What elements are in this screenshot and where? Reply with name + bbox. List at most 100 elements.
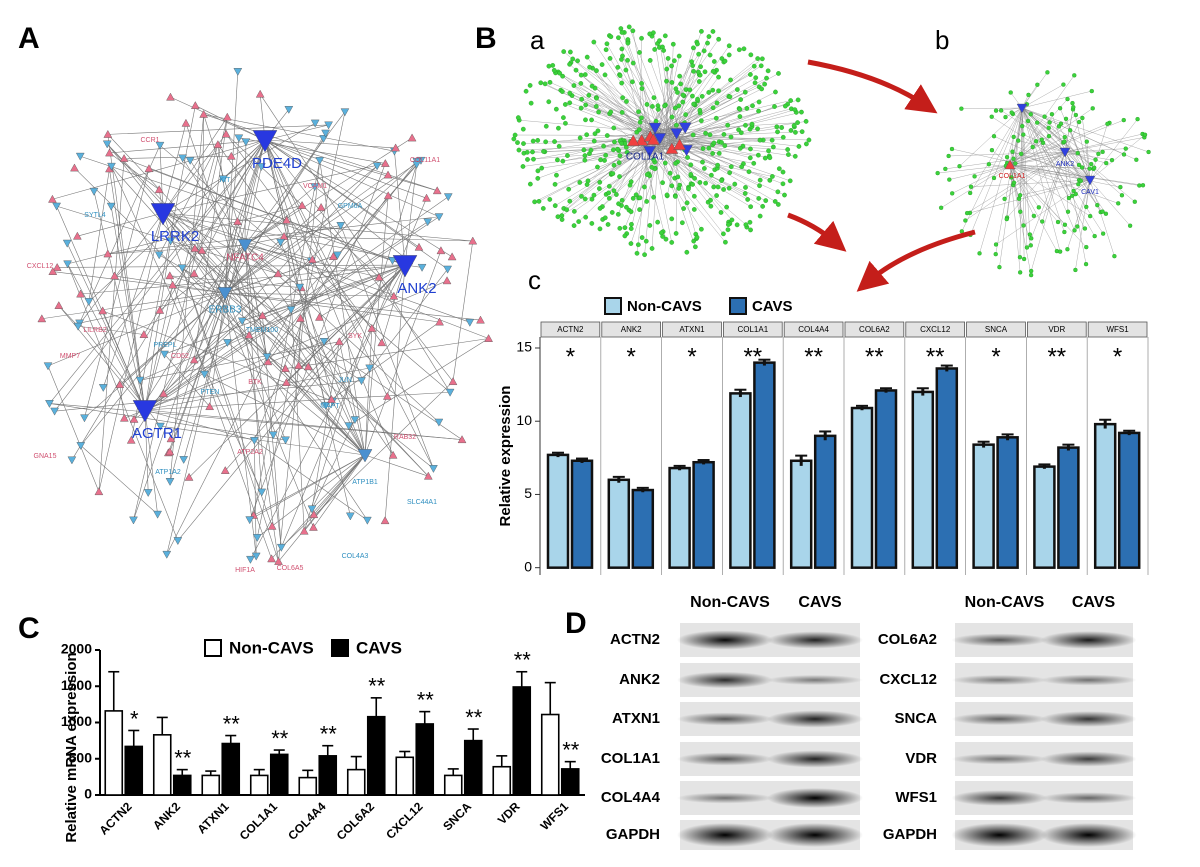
edge — [1075, 179, 1091, 270]
node — [578, 105, 584, 111]
panel-letter: C — [18, 612, 40, 645]
band — [951, 790, 1048, 806]
node — [328, 252, 338, 260]
node — [663, 236, 669, 242]
edge — [364, 454, 429, 477]
bar — [789, 459, 813, 569]
node — [660, 180, 665, 186]
edge — [677, 109, 795, 145]
node — [555, 214, 561, 220]
node — [737, 114, 743, 119]
node — [615, 212, 621, 217]
node — [547, 80, 553, 85]
node — [619, 140, 624, 146]
edge — [979, 107, 1023, 254]
node — [1004, 154, 1010, 160]
node — [647, 223, 653, 228]
node — [252, 534, 262, 542]
facet-label: COL6A2 — [859, 325, 890, 334]
node — [577, 180, 583, 185]
edge — [54, 139, 266, 412]
node — [307, 505, 317, 514]
edge — [1019, 107, 1023, 258]
node — [554, 172, 559, 178]
node — [70, 163, 79, 172]
node-label: KIT — [220, 177, 232, 184]
edge — [185, 123, 268, 357]
node — [596, 109, 601, 115]
node — [155, 305, 165, 314]
node — [725, 122, 731, 128]
node — [963, 218, 968, 223]
node — [527, 83, 533, 88]
node — [642, 252, 647, 258]
edge — [244, 205, 303, 246]
node — [1030, 144, 1035, 150]
node — [435, 317, 444, 326]
edge — [948, 151, 1066, 157]
node — [106, 202, 116, 211]
edge — [285, 338, 489, 369]
node — [1089, 88, 1094, 94]
row-label: WFS1 — [895, 789, 937, 806]
bar — [874, 389, 898, 569]
node — [465, 318, 475, 327]
edge — [1009, 133, 1143, 166]
edge — [630, 141, 666, 244]
node — [468, 236, 478, 245]
node — [677, 73, 683, 79]
node — [674, 122, 679, 128]
edge — [162, 212, 470, 323]
node — [696, 69, 701, 75]
node — [219, 175, 228, 184]
node — [697, 180, 703, 185]
edge — [1009, 164, 1091, 217]
node — [748, 146, 753, 152]
node — [743, 185, 748, 190]
node — [159, 389, 168, 398]
node — [1070, 193, 1075, 198]
edge — [74, 167, 366, 456]
edge — [663, 77, 756, 132]
node — [672, 105, 678, 111]
edge — [264, 139, 420, 248]
node — [582, 157, 588, 163]
node — [652, 47, 658, 52]
node — [1046, 125, 1051, 131]
node — [707, 52, 713, 58]
node — [1058, 121, 1064, 126]
node — [442, 276, 452, 285]
node — [1070, 100, 1075, 106]
node — [63, 260, 72, 269]
node — [620, 53, 625, 59]
node — [520, 164, 526, 169]
node — [680, 92, 686, 98]
edge — [244, 225, 341, 246]
edge — [257, 454, 366, 538]
node — [205, 402, 214, 410]
edge — [313, 454, 366, 515]
node — [746, 169, 752, 175]
node — [541, 149, 546, 154]
edge — [1089, 119, 1138, 181]
node — [776, 71, 781, 76]
node — [751, 63, 757, 69]
node-label: MAPT — [320, 403, 340, 410]
edge — [581, 74, 662, 135]
node — [715, 162, 720, 168]
node — [637, 119, 643, 125]
edge — [1009, 164, 1066, 225]
node — [639, 81, 644, 86]
node — [628, 209, 634, 215]
node — [1072, 228, 1077, 233]
node — [1071, 188, 1076, 194]
node — [1033, 139, 1039, 144]
column-label: Non-CAVS — [965, 594, 1045, 611]
edge — [672, 139, 759, 156]
node — [699, 93, 705, 99]
significance: ** — [417, 687, 435, 712]
node — [1047, 120, 1052, 125]
edge — [144, 409, 255, 441]
edge — [286, 220, 305, 532]
node-label: MMP7 — [60, 353, 80, 360]
